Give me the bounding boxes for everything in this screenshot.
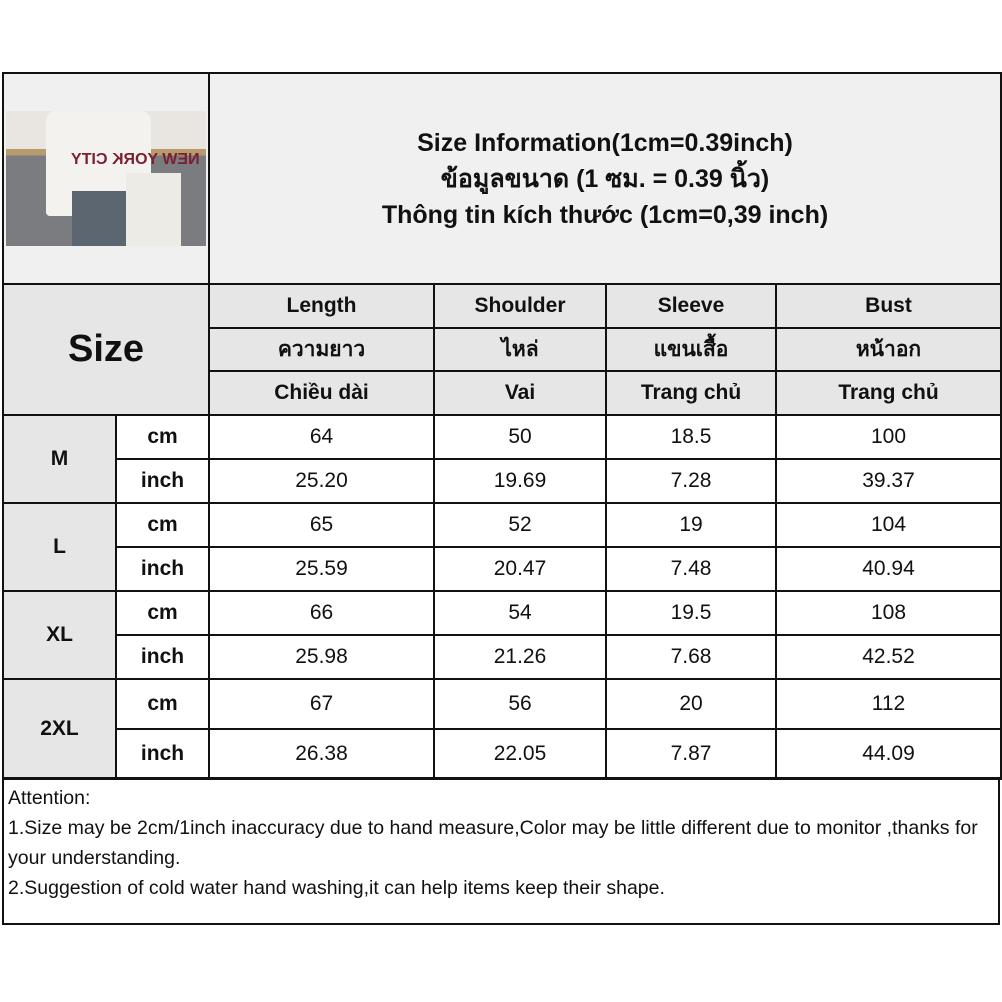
measurement-cell: 20.47 — [433, 546, 607, 592]
table-row: inch 26.38 22.05 7.87 44.09 — [3, 728, 1002, 780]
column-header-length: Length — [208, 283, 435, 329]
size-header: Size — [2, 283, 210, 416]
column-header-sleeve-vi: Trang chủ — [605, 370, 777, 416]
column-header-length-th: ความยาว — [208, 327, 435, 372]
size-information-title: Size Information(1cm=0.39inch) ข้อมูลขนา… — [208, 72, 1002, 285]
column-header-shoulder-th: ไหล่ — [433, 327, 607, 372]
measurement-cell: 18.5 — [605, 414, 777, 460]
measurement-cell: 66 — [208, 590, 435, 636]
shirt-print: NEW YORK CITY — [71, 151, 200, 168]
measurement-cell: 42.52 — [775, 634, 1002, 680]
unit-label: cm — [115, 590, 210, 636]
measurement-cell: 52 — [433, 502, 607, 548]
title-en: Size Information(1cm=0.39inch) — [417, 128, 793, 157]
unit-label: inch — [115, 634, 210, 680]
table-row: inch 25.98 21.26 7.68 42.52 — [3, 634, 1002, 680]
unit-label: cm — [115, 678, 210, 730]
measurement-cell: 40.94 — [775, 546, 1002, 592]
column-header-length-vi: Chiều dài — [208, 370, 435, 416]
table-row: inch 25.59 20.47 7.48 40.94 — [3, 546, 1002, 592]
measurement-cell: 104 — [775, 502, 1002, 548]
measurement-cell: 39.37 — [775, 458, 1002, 504]
measurement-cell: 21.26 — [433, 634, 607, 680]
column-header-sleeve-th: แขนเสื้อ — [605, 327, 777, 372]
column-header-bust-th: หน้าอก — [775, 327, 1002, 372]
title-th: ข้อมูลขนาด (1 ซม. = 0.39 นิ้ว) — [440, 164, 770, 193]
unit-label: inch — [115, 546, 210, 592]
unit-label: inch — [115, 728, 210, 780]
note-2: 2.Suggestion of cold water hand washing,… — [8, 877, 665, 899]
measurement-cell: 56 — [433, 678, 607, 730]
measurement-cell: 7.48 — [605, 546, 777, 592]
size-label: L — [2, 502, 117, 592]
measurement-cell: 108 — [775, 590, 1002, 636]
column-header-bust-vi: Trang chủ — [775, 370, 1002, 416]
size-label: M — [2, 414, 117, 504]
measurement-cell: 100 — [775, 414, 1002, 460]
measurement-cell: 54 — [433, 590, 607, 636]
table-row: XL cm 66 54 19.5 108 — [2, 590, 1002, 680]
measurement-cell: 20 — [605, 678, 777, 730]
product-photo: NEW YORK CITY — [6, 111, 206, 246]
size-label: XL — [2, 590, 117, 680]
unit-label: cm — [115, 502, 210, 548]
measurement-cell: 44.09 — [775, 728, 1002, 780]
measurement-cell: 65 — [208, 502, 435, 548]
table-row: inch 25.20 19.69 7.28 39.37 — [3, 458, 1002, 504]
measurement-cell: 7.28 — [605, 458, 777, 504]
measurement-cell: 25.20 — [208, 458, 435, 504]
measurement-cell: 64 — [208, 414, 435, 460]
size-chart-table: NEW YORK CITY Size Information(1cm=0.39i… — [2, 72, 1002, 780]
notes-heading: Attention: — [8, 787, 91, 809]
measurement-cell: 19 — [605, 502, 777, 548]
measurement-cell: 26.38 — [208, 728, 435, 780]
measurement-cell: 50 — [433, 414, 607, 460]
measurement-cell: 25.59 — [208, 546, 435, 592]
measurement-cell: 19.69 — [433, 458, 607, 504]
measurement-cell: 22.05 — [433, 728, 607, 780]
attention-notes: Attention: 1.Size may be 2cm/1inch inacc… — [2, 777, 1000, 925]
unit-label: cm — [115, 414, 210, 460]
column-header-bust: Bust — [775, 283, 1002, 329]
measurement-cell: 19.5 — [605, 590, 777, 636]
product-photo-cell: NEW YORK CITY — [2, 72, 210, 285]
table-row: 2XL cm 67 56 20 112 — [2, 678, 1002, 780]
measurement-cell: 7.87 — [605, 728, 777, 780]
measurement-cell: 7.68 — [605, 634, 777, 680]
unit-label: inch — [115, 458, 210, 504]
size-label: 2XL — [2, 678, 117, 780]
title-vi: Thông tin kích thước (1cm=0,39 inch) — [381, 200, 829, 229]
note-1: 1.Size may be 2cm/1inch inaccuracy due t… — [8, 817, 984, 869]
column-header-sleeve: Sleeve — [605, 283, 777, 329]
measurement-cell: 67 — [208, 678, 435, 730]
measurement-cell: 112 — [775, 678, 1002, 730]
column-header-shoulder: Shoulder — [433, 283, 607, 329]
column-header-shoulder-vi: Vai — [433, 370, 607, 416]
measurement-cell: 25.98 — [208, 634, 435, 680]
